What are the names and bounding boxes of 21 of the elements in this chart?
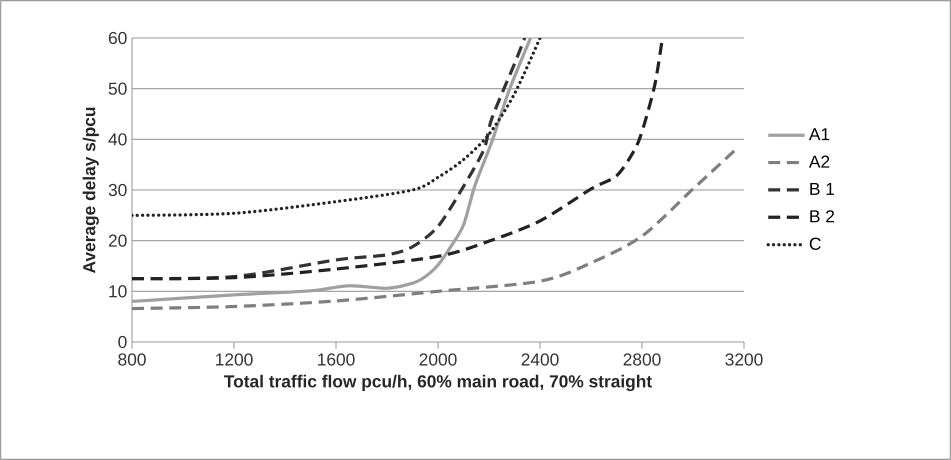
- legend-label: B 1: [810, 182, 834, 195]
- legend-label: B 2: [810, 210, 834, 222]
- y-tick-label: 60: [108, 32, 127, 44]
- y-tick-label: 20: [108, 234, 127, 247]
- x-tick-label: 2800: [624, 353, 661, 366]
- x-tick-label: 3200: [725, 353, 763, 366]
- y-tick-label: 0: [118, 336, 127, 348]
- legend-label: A2: [808, 156, 830, 168]
- x-tick-label: 1600: [318, 353, 355, 366]
- y-tick-label: 30: [108, 184, 127, 196]
- x-axis-title: Total traffic flow pcu/h, 60% main road, 70% straight: [224, 374, 652, 392]
- x-tick-label: 800: [118, 353, 146, 366]
- y-tick-label: 50: [108, 82, 127, 95]
- y-tick-label: 40: [108, 133, 127, 146]
- x-tick-label: 1200: [216, 353, 253, 366]
- y-tick-label: 10: [109, 285, 127, 298]
- legend-label: A1: [808, 128, 830, 140]
- x-tick-label: 2400: [522, 353, 559, 366]
- y-axis-title: Average delay s/pcu: [82, 108, 99, 274]
- legend-label: C: [810, 238, 821, 250]
- x-tick-label: 2000: [420, 353, 457, 366]
